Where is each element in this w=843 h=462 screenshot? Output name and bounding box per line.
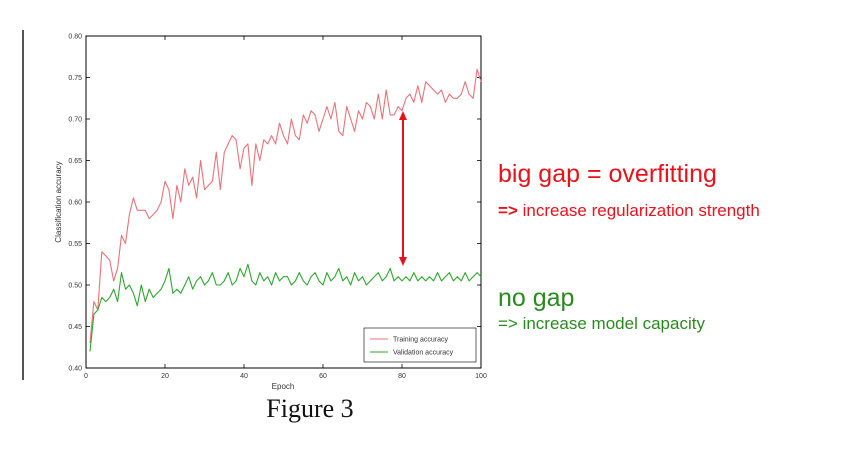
gap-arrow-head-up xyxy=(399,111,407,120)
legend-label: Training accuracy xyxy=(393,337,448,344)
y-tick-label: 0.75 xyxy=(68,75,82,82)
x-tick-label: 80 xyxy=(398,373,406,380)
y-tick-label: 0.80 xyxy=(68,34,82,41)
y-tick-label: 0.40 xyxy=(68,366,82,373)
training-accuracy-line xyxy=(89,68,482,344)
y-tick-label: 0.65 xyxy=(68,158,82,165)
x-axis-label: Epoch xyxy=(272,382,295,391)
legend-label: Validation accuracy xyxy=(393,350,454,357)
x-tick-label: 100 xyxy=(475,373,487,380)
y-tick-label: 0.45 xyxy=(68,324,82,331)
y-tick-label: 0.55 xyxy=(68,241,82,248)
overfitting-arrow-text: => xyxy=(498,201,518,220)
no-gap-advice: => increase model capacity xyxy=(498,314,705,333)
y-axis-label: Classification accuracy xyxy=(54,161,63,242)
overfitting-advice: increase regularization strength xyxy=(522,201,760,220)
legend-box xyxy=(363,327,477,363)
left-margin-rule xyxy=(22,30,24,380)
overfitting-title: big gap = overfitting xyxy=(498,160,717,188)
figure-caption: Figure 3 xyxy=(266,394,354,423)
x-tick-label: 20 xyxy=(161,373,169,380)
x-tick-label: 40 xyxy=(240,373,248,380)
no-gap-title: no gap xyxy=(498,284,575,312)
x-tick-label: 60 xyxy=(319,373,327,380)
validation-accuracy-line xyxy=(89,263,482,352)
y-tick-label: 0.70 xyxy=(68,117,82,124)
overfitting-advice-line: => increase regularization strength xyxy=(498,201,760,221)
y-tick-label: 0.60 xyxy=(68,200,82,207)
x-tick-label: 0 xyxy=(84,373,88,380)
y-tick-label: 0.50 xyxy=(68,283,82,290)
plot-frame xyxy=(85,35,482,369)
gap-arrow-head-down xyxy=(399,257,407,266)
